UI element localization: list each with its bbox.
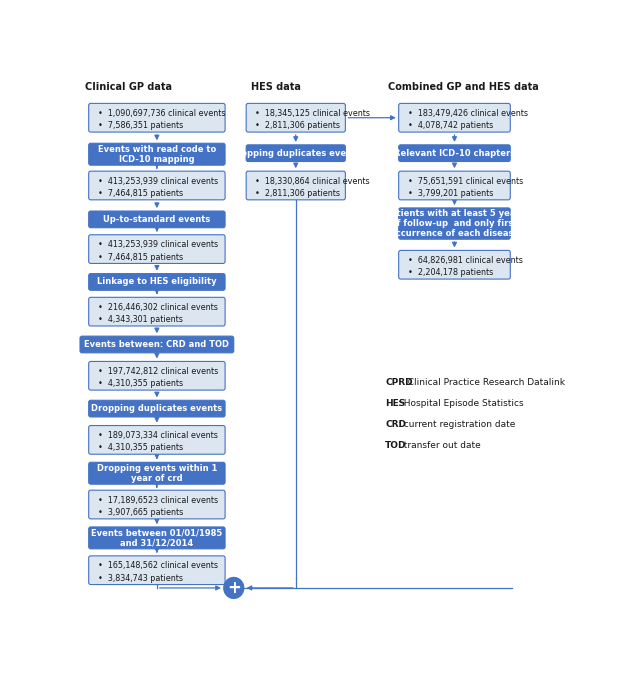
Text: CPRD: CPRD	[385, 378, 413, 387]
Text: Dropping duplicates events: Dropping duplicates events	[92, 404, 223, 413]
Text: •  2,811,306 patients: • 2,811,306 patients	[255, 121, 340, 131]
Text: •  4,310,355 patients: • 4,310,355 patients	[98, 379, 183, 389]
FancyBboxPatch shape	[89, 362, 225, 390]
FancyBboxPatch shape	[80, 336, 234, 353]
Text: •  413,253,939 clinical events: • 413,253,939 clinical events	[98, 240, 218, 249]
Text: •  2,811,306 patients: • 2,811,306 patients	[255, 189, 340, 198]
Text: +: +	[227, 579, 241, 597]
Text: •  183,479,426 clinical events: • 183,479,426 clinical events	[408, 109, 527, 118]
Text: CRD: CRD	[385, 420, 406, 429]
Text: •  189,073,334 clinical events: • 189,073,334 clinical events	[98, 431, 218, 440]
Circle shape	[224, 577, 244, 598]
FancyBboxPatch shape	[246, 104, 346, 132]
Text: : Hospital Episode Statistics: : Hospital Episode Statistics	[397, 399, 524, 408]
Text: •  2,204,178 patients: • 2,204,178 patients	[408, 268, 493, 278]
FancyBboxPatch shape	[89, 274, 225, 290]
FancyBboxPatch shape	[89, 104, 225, 132]
Text: •  3,907,665 patients: • 3,907,665 patients	[98, 508, 183, 517]
FancyBboxPatch shape	[89, 462, 225, 484]
FancyBboxPatch shape	[89, 527, 225, 549]
Text: •  3,799,201 patients: • 3,799,201 patients	[408, 189, 493, 198]
Text: Events with read code to
ICD-10 mapping: Events with read code to ICD-10 mapping	[98, 144, 216, 164]
Text: Relevant ICD-10 chapters: Relevant ICD-10 chapters	[394, 149, 515, 158]
Text: Linkage to HES eligibility: Linkage to HES eligibility	[97, 278, 217, 286]
Text: •  216,446,302 clinical events: • 216,446,302 clinical events	[98, 303, 218, 312]
FancyBboxPatch shape	[399, 145, 510, 162]
Text: •  4,310,355 patients: • 4,310,355 patients	[98, 443, 183, 452]
FancyBboxPatch shape	[89, 144, 225, 165]
FancyBboxPatch shape	[246, 171, 346, 200]
Text: •  413,253,939 clinical events: • 413,253,939 clinical events	[98, 177, 218, 185]
Text: Patients with at least 5 years
of follow-up  and only first
occurrence of each d: Patients with at least 5 years of follow…	[385, 209, 524, 238]
Text: Up-to-standard events: Up-to-standard events	[103, 215, 211, 224]
FancyBboxPatch shape	[89, 297, 225, 326]
Text: HES: HES	[385, 399, 405, 408]
Text: •  4,078,742 patients: • 4,078,742 patients	[408, 121, 493, 131]
FancyBboxPatch shape	[89, 556, 225, 584]
FancyBboxPatch shape	[399, 104, 510, 132]
Text: : current registration date: : current registration date	[397, 420, 515, 429]
FancyBboxPatch shape	[89, 171, 225, 200]
Text: : Clinical Practice Research Datalink: : Clinical Practice Research Datalink	[402, 378, 565, 387]
Text: •  18,330,864 clinical events: • 18,330,864 clinical events	[255, 177, 370, 185]
FancyBboxPatch shape	[89, 235, 225, 263]
Text: •  7,586,351 patients: • 7,586,351 patients	[98, 121, 183, 131]
Text: Events between: CRD and TOD: Events between: CRD and TOD	[84, 340, 229, 349]
FancyBboxPatch shape	[89, 426, 225, 454]
Text: : transfer out date: : transfer out date	[397, 441, 481, 450]
Text: •  64,826,981 clinical events: • 64,826,981 clinical events	[408, 256, 522, 265]
FancyBboxPatch shape	[246, 145, 346, 162]
Text: Dropping duplicates events: Dropping duplicates events	[230, 149, 362, 158]
FancyBboxPatch shape	[89, 211, 225, 227]
FancyBboxPatch shape	[89, 400, 225, 417]
Text: Events between 01/01/1985
and 31/12/2014: Events between 01/01/1985 and 31/12/2014	[92, 528, 223, 548]
FancyBboxPatch shape	[89, 490, 225, 519]
Text: •  17,189,6523 clinical events: • 17,189,6523 clinical events	[98, 496, 218, 504]
Text: •  4,343,301 patients: • 4,343,301 patients	[98, 315, 182, 324]
Text: •  3,834,743 patients: • 3,834,743 patients	[98, 574, 182, 583]
Text: •  1,090,697,736 clinical events: • 1,090,697,736 clinical events	[98, 109, 225, 118]
Text: •  7,464,815 patients: • 7,464,815 patients	[98, 189, 183, 198]
FancyBboxPatch shape	[399, 250, 510, 279]
Text: •  197,742,812 clinical events: • 197,742,812 clinical events	[98, 367, 218, 376]
Text: •  75,651,591 clinical events: • 75,651,591 clinical events	[408, 177, 523, 185]
Text: Dropping events within 1
year of crd: Dropping events within 1 year of crd	[97, 464, 217, 483]
Text: •  18,345,125 clinical events: • 18,345,125 clinical events	[255, 109, 370, 118]
FancyBboxPatch shape	[399, 171, 510, 200]
Text: Combined GP and HES data: Combined GP and HES data	[388, 82, 538, 91]
Text: TOD: TOD	[385, 441, 406, 450]
Text: •  7,464,815 patients: • 7,464,815 patients	[98, 253, 183, 262]
Text: •  165,148,562 clinical events: • 165,148,562 clinical events	[98, 561, 218, 570]
FancyBboxPatch shape	[399, 208, 510, 239]
Text: Clinical GP data: Clinical GP data	[85, 82, 172, 91]
Text: HES data: HES data	[251, 82, 301, 91]
